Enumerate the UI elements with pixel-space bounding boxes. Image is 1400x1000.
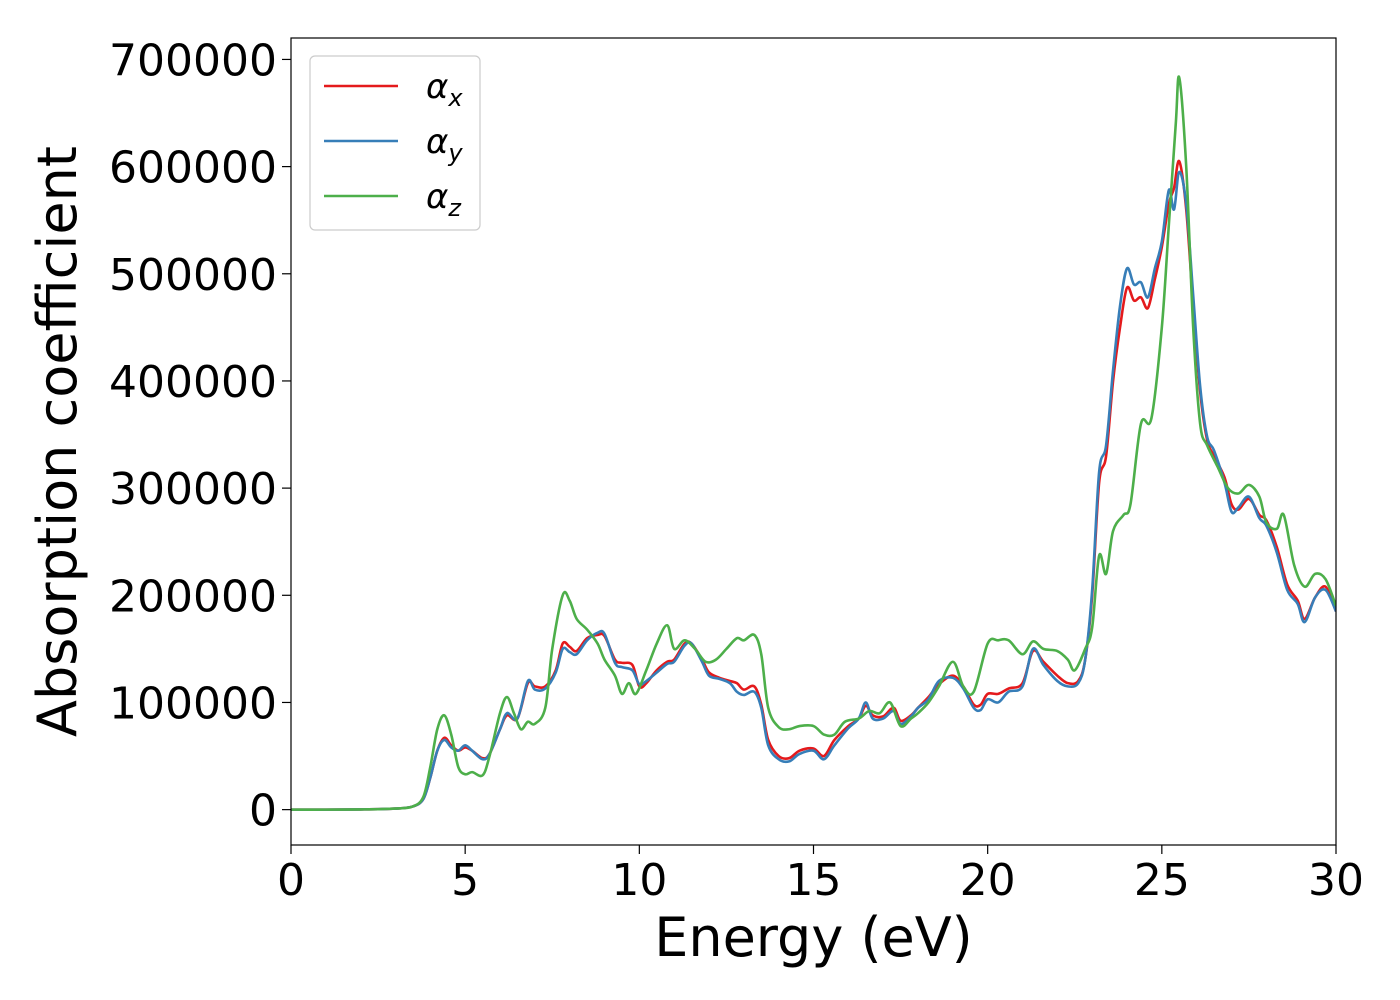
legend-label: αx (426, 67, 463, 112)
y-tick-label: 200000 (109, 571, 277, 622)
x-tick-label: 5 (451, 855, 479, 906)
y-tick-label: 0 (249, 786, 277, 837)
legend-label: αz (426, 177, 462, 222)
x-axis: 0 5 10 15 20 25 30 (277, 845, 1364, 906)
y-tick-label: 400000 (109, 357, 277, 408)
series-line-x (291, 159, 1336, 811)
legend: αx αy αz (309, 55, 481, 231)
series-line-z (291, 75, 1336, 811)
y-tick-label: 700000 (109, 35, 277, 86)
legend-item-x: αx (324, 67, 463, 112)
y-tick-label: 500000 (109, 250, 277, 301)
series-line-y (291, 170, 1336, 811)
x-tick-label: 15 (786, 855, 842, 906)
x-tick-label: 0 (277, 855, 305, 906)
legend-label: αy (426, 122, 463, 167)
x-tick-label: 10 (611, 855, 667, 906)
legend-box (309, 55, 481, 231)
legend-item-z: αz (324, 177, 462, 222)
x-axis-title: Energy (eV) (654, 906, 973, 969)
y-axis-title: Absorption coefficient (26, 146, 89, 737)
x-tick-label: 25 (1134, 855, 1190, 906)
x-tick-label: 20 (960, 855, 1016, 906)
y-tick-label: 100000 (109, 678, 277, 729)
y-axis: 0 100000 200000 300000 400000 500000 600000 700… (109, 35, 291, 837)
y-tick-label: 300000 (109, 464, 277, 515)
series-layer (291, 75, 1336, 811)
x-tick-label: 30 (1308, 855, 1364, 906)
legend-item-y: αy (324, 122, 463, 167)
y-tick-label: 600000 (109, 143, 277, 194)
